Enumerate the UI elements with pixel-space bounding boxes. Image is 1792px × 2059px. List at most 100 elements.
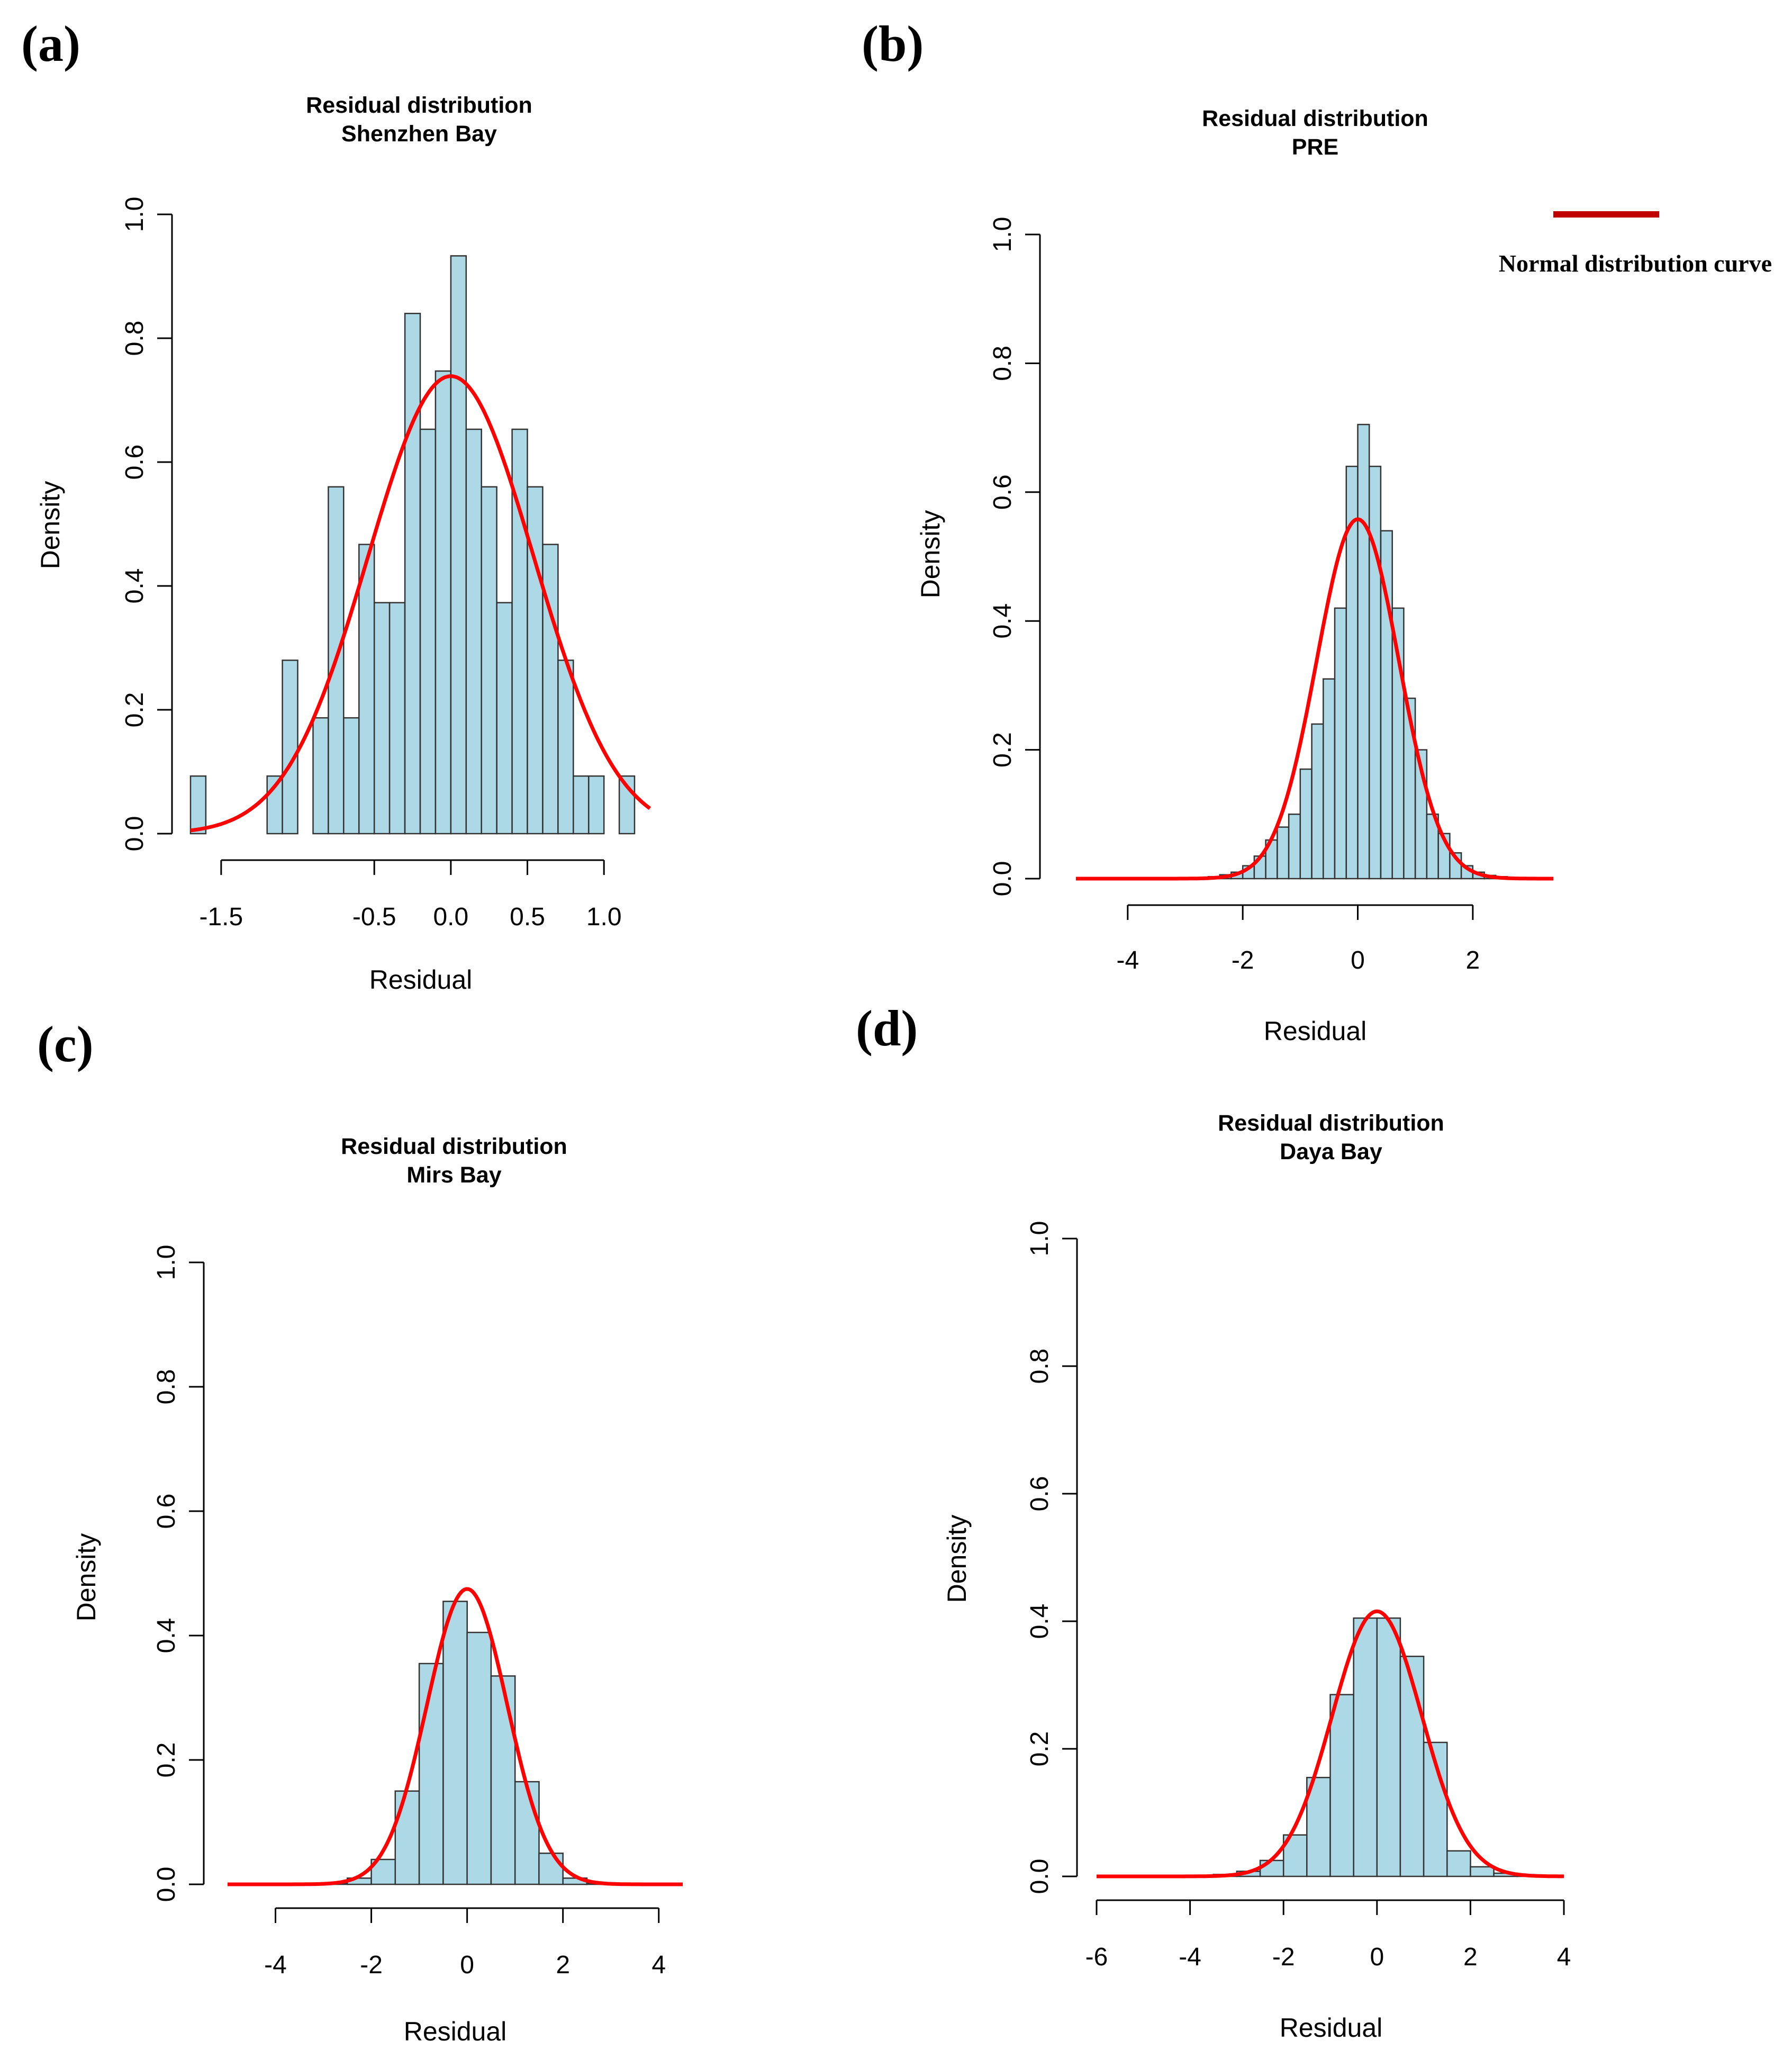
histogram-panel-shenzhen-bay: Residual distribution Shenzhen Bay Resid… [35, 93, 651, 995]
normal-curve [1097, 1609, 1564, 1879]
x-axis-label: Residual [1280, 2013, 1383, 2043]
y-tick-label: 0.6 [121, 445, 149, 480]
x-tick-label: 4 [1557, 1943, 1571, 1971]
y-tick-label: 1.0 [989, 217, 1017, 252]
normal-curve [1076, 517, 1553, 881]
x-tick-label: 2 [1463, 1943, 1478, 1971]
histogram-bar [1353, 1617, 1378, 1877]
y-tick-label: 1.0 [121, 197, 149, 232]
normal-curve [228, 1587, 683, 1886]
x-tick-label: 0.5 [510, 903, 545, 931]
histogram-bar [1470, 1866, 1495, 1877]
histogram-bar [490, 1675, 516, 1885]
chart-title: Residual distribution [1202, 106, 1428, 131]
y-axis-label: Density [942, 1515, 972, 1603]
y-tick-label: 1.0 [1026, 1221, 1054, 1257]
y-tick-label: 0.8 [1026, 1349, 1054, 1384]
histogram-bar [435, 370, 452, 835]
x-tick-label: -1.5 [200, 903, 243, 931]
histogram-bar [465, 428, 482, 835]
x-tick-label: 0 [1351, 946, 1365, 974]
y-axis-label: Density [71, 1533, 101, 1622]
x-tick-label: -4 [1116, 946, 1139, 974]
y-tick-label: 0.0 [121, 816, 149, 852]
histogram-panel-pre: Residual distribution PRE Residual Densi… [916, 106, 1772, 1046]
histogram-panel-daya-bay: Residual distribution Daya Bay Residual … [942, 1110, 1571, 2043]
histogram-bar [394, 1790, 420, 1885]
panel-label-b: (b) [862, 15, 924, 72]
chart-subtitle: PRE [1292, 134, 1338, 160]
x-tick-label: 2 [1466, 946, 1480, 974]
histogram-bar [343, 717, 360, 835]
y-tick-label: 0.6 [1026, 1476, 1054, 1512]
histogram-bar [450, 255, 467, 835]
histogram-bar [514, 1781, 540, 1885]
x-tick-label: -2 [1272, 1943, 1295, 1971]
histogram-bar [1323, 678, 1336, 880]
histogram-bar [189, 775, 207, 835]
y-tick-label: 0.4 [121, 568, 149, 604]
legend: Normal distribution curve [1499, 211, 1772, 277]
histogram-bar [358, 544, 375, 835]
histogram-bar [557, 660, 574, 835]
histogram-bar [1259, 1859, 1284, 1877]
panel-label-a: (a) [21, 15, 80, 72]
y-tick-label: 0.4 [989, 603, 1017, 639]
histogram-bar [538, 1853, 564, 1885]
panel-label-d: (d) [856, 1000, 918, 1056]
histogram-bar [573, 775, 590, 835]
histogram-bar [1399, 1656, 1425, 1877]
x-tick-label: 2 [556, 1951, 570, 1979]
histogram-bar [1376, 1617, 1401, 1877]
y-tick-label: 0.6 [152, 1494, 180, 1529]
histogram-bar [442, 1601, 468, 1885]
x-tick-label: -2 [360, 1951, 383, 1979]
x-tick-label: -4 [264, 1951, 287, 1979]
histogram-bar [1334, 607, 1347, 880]
histogram-bar [388, 602, 406, 835]
histogram-bar [1311, 723, 1324, 880]
chart-title: Residual distribution [1218, 1110, 1444, 1136]
histogram-panel-mirs-bay: Residual distribution Mirs Bay Residual … [71, 1134, 683, 2046]
y-tick-label: 0.8 [989, 346, 1017, 381]
histogram-bar [419, 428, 437, 835]
panel-label-c: (c) [37, 1016, 94, 1072]
histogram-bar [496, 602, 513, 835]
y-axis-label: Density [916, 510, 945, 599]
chart-subtitle: Daya Bay [1280, 1139, 1382, 1164]
x-tick-label: 4 [651, 1951, 666, 1979]
histogram-bar [466, 1631, 492, 1885]
normal-curve [190, 374, 651, 833]
y-tick-label: 0.0 [1026, 1859, 1054, 1894]
histogram-bar [1288, 814, 1301, 880]
histogram-bar [481, 486, 497, 835]
y-tick-label: 0.0 [152, 1867, 180, 1902]
y-tick-label: 0.4 [152, 1618, 180, 1654]
chart-title: Residual distribution [306, 93, 532, 118]
histogram-bar [373, 602, 391, 835]
histogram-bar [588, 775, 605, 835]
y-tick-label: 0.4 [1026, 1604, 1054, 1639]
y-tick-label: 0.2 [152, 1742, 180, 1778]
chart-subtitle: Shenzhen Bay [341, 121, 497, 147]
histogram-bar [312, 717, 329, 835]
y-tick-label: 0.2 [121, 692, 149, 728]
x-tick-label: 0 [460, 1951, 474, 1979]
x-tick-label: 1.0 [586, 903, 622, 931]
histogram-bar [1403, 697, 1416, 880]
histogram-bar [1357, 423, 1370, 880]
histogram-bar [1329, 1694, 1354, 1877]
chart-title: Residual distribution [341, 1134, 567, 1159]
histogram-bar [282, 660, 298, 835]
histogram-bar [404, 312, 421, 835]
histogram-bar [618, 775, 636, 835]
y-tick-label: 0.2 [989, 732, 1017, 767]
y-tick-label: 1.0 [152, 1245, 180, 1280]
y-tick-label: 0.0 [989, 861, 1017, 897]
x-tick-label: -6 [1085, 1943, 1108, 1971]
histogram-bar [542, 544, 559, 835]
x-tick-label: 0 [1370, 1943, 1384, 1971]
x-tick-label: 0.0 [433, 903, 468, 931]
histogram-bar [1299, 768, 1313, 880]
